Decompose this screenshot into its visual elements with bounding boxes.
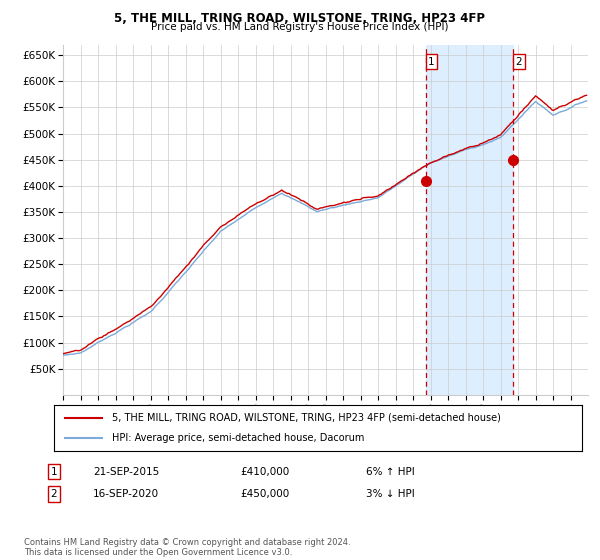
Text: Contains HM Land Registry data © Crown copyright and database right 2024.
This d: Contains HM Land Registry data © Crown c… xyxy=(24,538,350,557)
Text: £450,000: £450,000 xyxy=(240,489,289,499)
Text: 1: 1 xyxy=(428,57,435,67)
Text: HPI: Average price, semi-detached house, Dacorum: HPI: Average price, semi-detached house,… xyxy=(112,433,364,443)
Text: 16-SEP-2020: 16-SEP-2020 xyxy=(93,489,159,499)
Text: 21-SEP-2015: 21-SEP-2015 xyxy=(93,466,159,477)
Text: 2: 2 xyxy=(515,57,522,67)
Bar xyxy=(425,45,513,395)
Text: 1: 1 xyxy=(50,466,58,477)
Text: Price paid vs. HM Land Registry's House Price Index (HPI): Price paid vs. HM Land Registry's House … xyxy=(151,22,449,32)
Text: £410,000: £410,000 xyxy=(240,466,289,477)
Text: 3% ↓ HPI: 3% ↓ HPI xyxy=(366,489,415,499)
Text: 5, THE MILL, TRING ROAD, WILSTONE, TRING, HP23 4FP (semi-detached house): 5, THE MILL, TRING ROAD, WILSTONE, TRING… xyxy=(112,413,501,423)
Text: 2: 2 xyxy=(50,489,58,499)
Text: 6% ↑ HPI: 6% ↑ HPI xyxy=(366,466,415,477)
Text: 5, THE MILL, TRING ROAD, WILSTONE, TRING, HP23 4FP: 5, THE MILL, TRING ROAD, WILSTONE, TRING… xyxy=(115,12,485,25)
